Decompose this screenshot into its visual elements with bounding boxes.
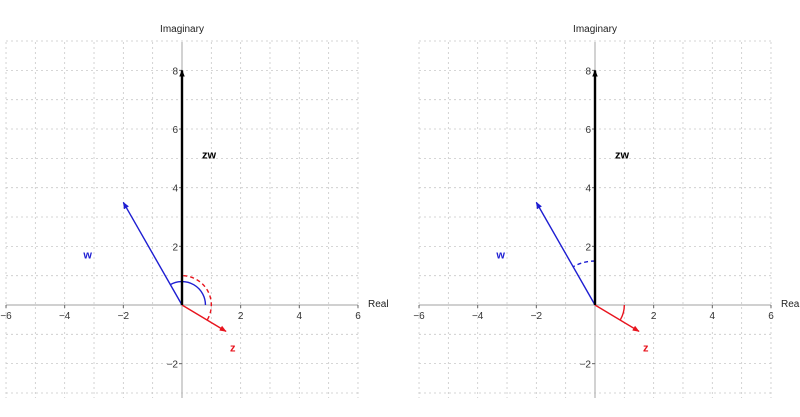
vector-label-z: z <box>643 342 649 354</box>
y-axis-title: Imaginary <box>160 24 204 35</box>
x-tick-label: −2 <box>118 311 130 322</box>
y-tick-label: 6 <box>585 125 591 136</box>
y-tick-label: 8 <box>585 66 591 77</box>
vector-label-w: w <box>495 249 505 261</box>
vector-w <box>122 201 183 306</box>
vector-label-w: w <box>82 249 92 261</box>
vector-label-zw: zw <box>202 149 217 161</box>
x-tick-label: 2 <box>238 311 244 322</box>
y-tick-label: −2 <box>580 360 592 371</box>
x-tick-label: 6 <box>768 311 774 322</box>
vector-label-z: z <box>230 342 236 354</box>
y-tick-label: −2 <box>167 360 179 371</box>
vector-label-zw: zw <box>615 149 630 161</box>
x-tick-label: 6 <box>355 311 361 322</box>
x-tick-label: −4 <box>59 311 71 322</box>
x-tick-label: 2 <box>651 311 657 322</box>
x-tick-label: 4 <box>297 311 303 322</box>
angle-arc-w <box>169 280 207 306</box>
y-axis-title: Imaginary <box>573 24 617 35</box>
x-axis-title: Real <box>368 299 389 310</box>
x-tick-label: −4 <box>472 311 484 322</box>
angle-arc-z <box>619 304 626 321</box>
y-tick-label: 4 <box>172 184 178 195</box>
angle-arc-zw <box>572 260 596 268</box>
y-tick-label: 2 <box>172 242 178 253</box>
vector-z <box>594 304 640 332</box>
x-tick-label: 4 <box>710 311 716 322</box>
x-tick-label: −6 <box>413 311 425 322</box>
x-tick-label: −2 <box>531 311 543 322</box>
y-tick-label: 4 <box>585 184 591 195</box>
x-tick-label: −6 <box>0 311 12 322</box>
y-tick-label: 2 <box>585 242 591 253</box>
y-tick-label: 8 <box>172 66 178 77</box>
angle-arc-zw <box>181 274 212 321</box>
y-tick-label: 6 <box>172 125 178 136</box>
vector-w <box>535 201 596 306</box>
vector-z <box>181 304 227 332</box>
x-axis-title: Real <box>781 299 800 310</box>
